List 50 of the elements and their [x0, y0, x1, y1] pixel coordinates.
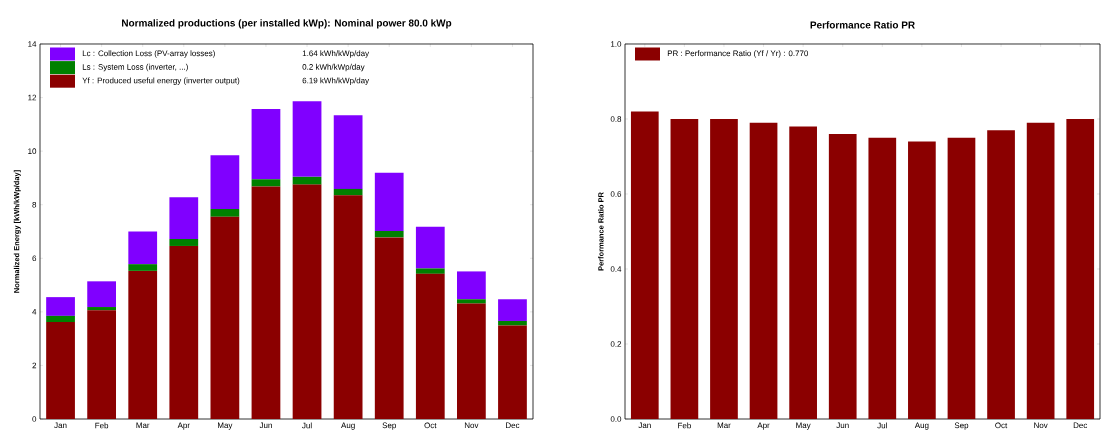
bar: [46, 322, 75, 419]
bar: [415, 273, 445, 419]
bar: [987, 130, 1015, 419]
bar: [210, 155, 240, 209]
bar: [415, 268, 445, 274]
bar: [128, 264, 158, 271]
bar: [947, 137, 976, 419]
bar: [415, 226, 445, 269]
bar: [87, 281, 116, 308]
bar: [1066, 119, 1095, 419]
bar: [46, 315, 75, 323]
bar: [498, 325, 527, 419]
bar: [333, 115, 363, 189]
bar: [498, 299, 527, 321]
bar: [498, 320, 527, 326]
bar: [87, 307, 116, 311]
bar: [630, 111, 659, 419]
bar: [710, 119, 738, 419]
bar: [292, 176, 322, 185]
bar: [169, 245, 199, 419]
bar: [908, 141, 936, 419]
bar: [210, 209, 240, 217]
bar: [457, 303, 486, 419]
bar: [128, 270, 158, 419]
bar: [789, 126, 817, 419]
bar: [46, 297, 75, 316]
bar: [333, 195, 363, 419]
chart-title: Normalized productions (per installed kWp): Nominal power 80.0 kWp: [122, 19, 452, 29]
bar: [670, 119, 699, 419]
bar: [292, 101, 322, 177]
bar: [169, 197, 199, 239]
bar: [210, 216, 240, 419]
bar: [457, 299, 486, 304]
bar: [87, 310, 116, 419]
bar: [749, 122, 778, 419]
bar: [374, 230, 404, 238]
bar: [374, 172, 404, 231]
bar: [333, 188, 363, 196]
bar: [868, 137, 897, 419]
bar: [1026, 122, 1055, 419]
chart-title: Performance Ratio PR: [810, 21, 915, 29]
bar: [251, 186, 281, 419]
bar: [251, 179, 281, 187]
bar: [457, 271, 486, 300]
bar: [128, 231, 158, 265]
bar: [251, 109, 281, 180]
bar: [374, 237, 404, 419]
bar: [169, 239, 199, 246]
bar: [292, 184, 322, 419]
bar: [828, 134, 857, 419]
